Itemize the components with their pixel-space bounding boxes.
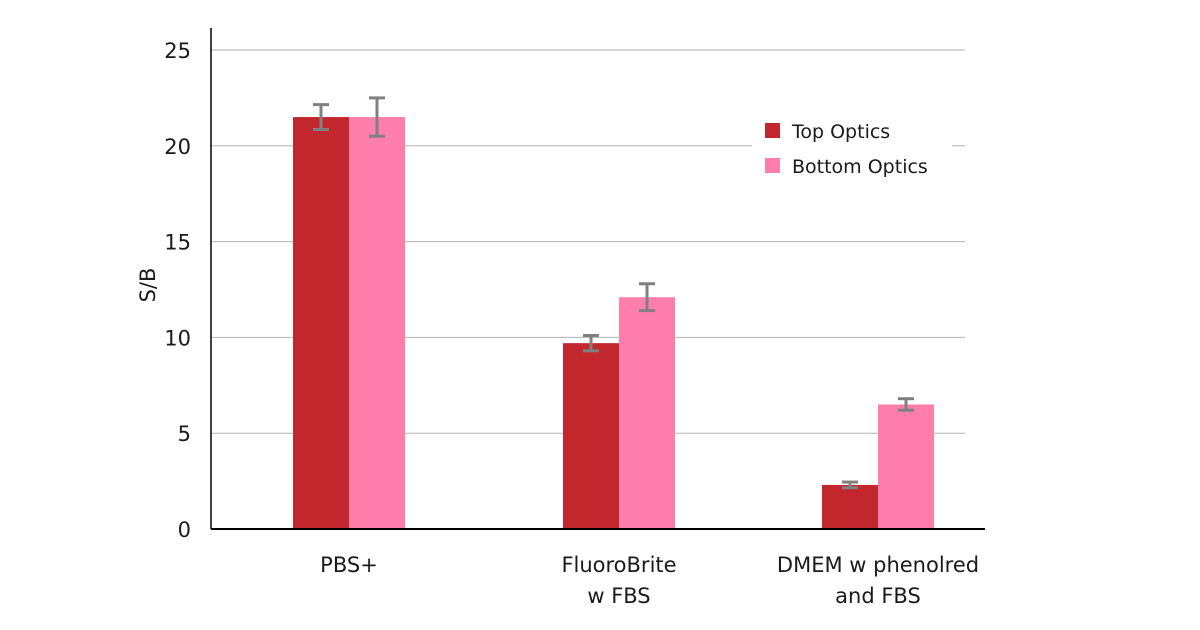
legend-swatch: [765, 123, 780, 138]
error-bars: [313, 96, 914, 490]
bar-top-optics: [563, 343, 619, 529]
error-bar: [898, 397, 914, 412]
legend-background: [752, 112, 952, 184]
category-labels: PBS+ FluoroBrite w FBS DMEM w phenolred and …: [320, 553, 979, 608]
legend-label: Bottom Optics: [792, 156, 928, 178]
y-tick-label: 15: [164, 231, 191, 255]
y-tick-label: 5: [178, 422, 191, 446]
y-axis-title: S/B: [136, 268, 160, 303]
error-bar: [842, 480, 858, 490]
bar-top-optics: [293, 117, 349, 529]
error-bar: [369, 96, 385, 138]
bar-top-optics: [822, 484, 878, 529]
y-tick-label: 10: [164, 326, 191, 350]
category-label: FluoroBrite w FBS: [561, 553, 676, 608]
error-bar: [639, 282, 655, 313]
legend: Top Optics Bottom Optics: [752, 112, 952, 184]
error-bar: [313, 103, 329, 132]
legend-label: Top Optics: [791, 121, 890, 143]
bars: [293, 117, 934, 529]
bar-bottom-optics: [619, 297, 675, 529]
error-bar: [583, 333, 599, 353]
legend-swatch: [765, 158, 780, 173]
y-tick-labels: 0 5 10 15 20 25: [164, 39, 191, 542]
bar-bottom-optics: [349, 117, 405, 529]
axes: [210, 28, 985, 530]
y-tick-label: 0: [178, 518, 191, 542]
y-tick-label: 20: [164, 135, 191, 159]
y-tick-label: 25: [164, 39, 191, 63]
category-label: PBS+: [320, 553, 378, 577]
bar-bottom-optics: [878, 404, 934, 529]
category-label: DMEM w phenolred and FBS: [777, 553, 979, 608]
